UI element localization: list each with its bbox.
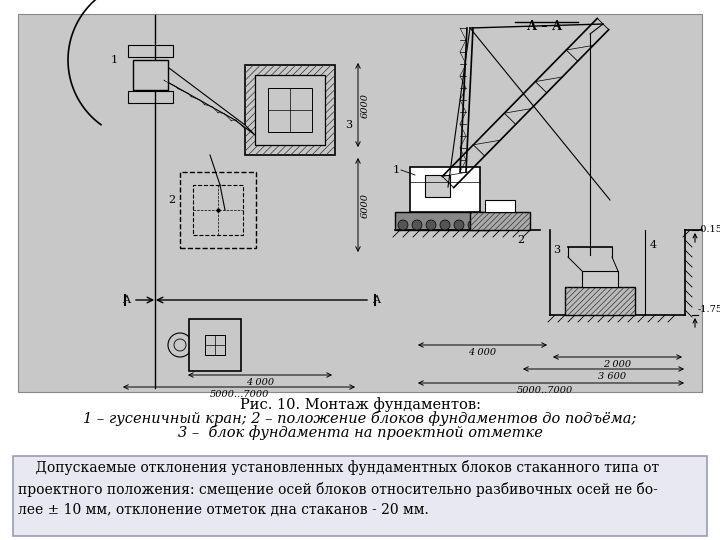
Bar (189, 319, 241, 371)
Text: 6000: 6000 (361, 192, 370, 218)
Text: А – А: А – А (528, 20, 562, 33)
Text: 5000...7000: 5000...7000 (210, 390, 269, 399)
Text: Допускаемые отклонения установленных фундаментных блоков стаканного типа от
прое: Допускаемые отклонения установленных фун… (18, 460, 659, 517)
Bar (245, 65, 335, 155)
Bar (133, 60, 168, 90)
Text: 2: 2 (168, 195, 175, 205)
Circle shape (440, 220, 450, 230)
Text: 3 –  блок фундамента на проектной отметке: 3 – блок фундамента на проектной отметке (178, 425, 542, 440)
Text: A: A (372, 295, 380, 305)
Text: 2 000: 2 000 (603, 360, 631, 369)
Text: -1.75: -1.75 (698, 306, 720, 314)
Bar (395, 212, 490, 230)
Text: 6000: 6000 (361, 92, 370, 118)
Bar (485, 200, 515, 212)
Text: A: A (122, 295, 130, 305)
Circle shape (468, 220, 478, 230)
Bar (245, 65, 335, 155)
Bar (425, 175, 450, 197)
Bar (565, 287, 635, 315)
Text: Рис. 10. Монтаж фундаментов:: Рис. 10. Монтаж фундаментов: (240, 397, 480, 412)
Text: 4: 4 (650, 240, 657, 250)
Text: 4 000: 4 000 (469, 348, 497, 357)
Bar (128, 91, 173, 103)
Text: 4 000: 4 000 (246, 378, 274, 387)
Text: 1 – гусеничный кран; 2 – положение блоков фундаментов до подъёма;: 1 – гусеничный кран; 2 – положение блоко… (84, 411, 636, 426)
Text: 3: 3 (345, 120, 352, 130)
Text: -0.15: -0.15 (698, 226, 720, 234)
Bar (470, 212, 530, 230)
Circle shape (454, 220, 464, 230)
Bar (582, 271, 618, 287)
Circle shape (412, 220, 422, 230)
Text: 5000..7000: 5000..7000 (517, 386, 573, 395)
Bar (128, 45, 173, 57)
Text: 1: 1 (393, 165, 400, 175)
Bar (18, 14, 702, 392)
Bar (255, 75, 325, 145)
Text: 2: 2 (517, 235, 524, 245)
Bar (204, 335, 225, 355)
Bar (565, 287, 635, 315)
Text: 1: 1 (111, 55, 118, 65)
Circle shape (426, 220, 436, 230)
FancyBboxPatch shape (13, 456, 707, 536)
Polygon shape (155, 65, 255, 135)
Text: 3 600: 3 600 (598, 372, 626, 381)
Bar (193, 185, 243, 235)
Bar (180, 172, 256, 248)
Text: 3: 3 (553, 245, 560, 255)
Bar (410, 167, 480, 212)
Bar (470, 212, 530, 230)
Bar (268, 88, 312, 132)
Circle shape (398, 220, 408, 230)
